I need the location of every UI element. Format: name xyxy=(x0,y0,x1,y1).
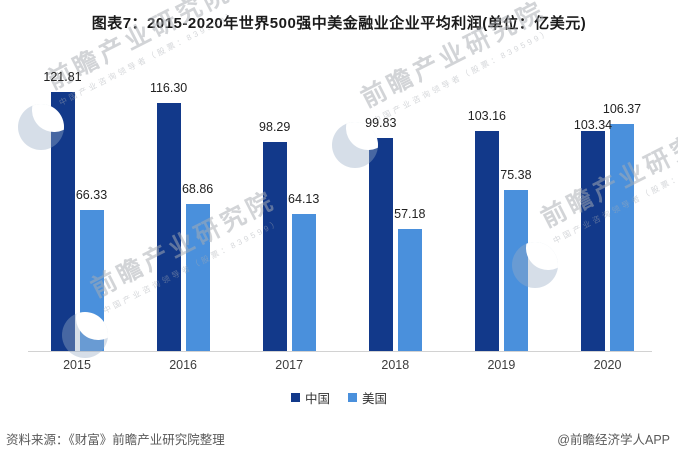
chart-title: 图表7：2015-2020年世界500强中美金融业企业平均利润(单位：亿美元) xyxy=(91,15,587,32)
value-label-中国-2015: 121.81 xyxy=(43,70,82,84)
legend-item-美国: 美国 xyxy=(348,388,387,407)
bar-美国-2019 xyxy=(503,190,528,351)
x-tick-label-2018: 2018 xyxy=(381,358,410,372)
x-axis-line xyxy=(28,351,652,352)
bar-美国-2020 xyxy=(610,124,634,351)
value-label-美国-2015: 66.33 xyxy=(75,188,108,202)
value-label-美国-2020: 106.37 xyxy=(602,102,642,116)
value-label-中国-2020: 103.34 xyxy=(573,118,613,132)
bar-中国-2017 xyxy=(262,142,287,351)
legend-swatch-中国 xyxy=(290,392,300,402)
bar-中国-2019 xyxy=(474,131,499,351)
x-tick-label-2019: 2019 xyxy=(487,358,516,372)
legend-label-美国: 美国 xyxy=(362,391,388,406)
bar-中国-2016 xyxy=(156,103,181,351)
bar-美国-2015 xyxy=(79,210,104,351)
value-label-中国-2017: 98.29 xyxy=(259,120,291,134)
bar-美国-2018 xyxy=(397,229,422,351)
value-label-美国-2016: 68.86 xyxy=(181,182,214,196)
legend: 中国 美国 xyxy=(0,388,678,407)
bar-中国-2015 xyxy=(50,92,75,351)
bar-美国-2016 xyxy=(185,204,210,351)
value-label-美国-2019: 75.38 xyxy=(500,168,532,182)
value-label-中国-2016: 116.30 xyxy=(149,81,188,95)
bar-中国-2020 xyxy=(581,131,605,351)
x-tick-label-2020: 2020 xyxy=(593,358,622,372)
credit-note: @前瞻经济学人APP xyxy=(557,433,670,447)
x-tick-label-2015: 2015 xyxy=(63,358,91,372)
value-label-美国-2017: 64.13 xyxy=(288,192,320,206)
legend-item-中国: 中国 xyxy=(290,388,330,407)
source-note: 资料来源：《财富》前瞻产业研究院整理 xyxy=(6,433,225,447)
bar-美国-2017 xyxy=(291,214,316,351)
value-label-中国-2018: 99.83 xyxy=(365,116,397,130)
value-label-中国-2019: 103.16 xyxy=(467,109,506,123)
legend-swatch-美国 xyxy=(348,392,357,402)
x-tick-label-2017: 2017 xyxy=(275,358,304,372)
x-tick-label-2016: 2016 xyxy=(169,358,197,372)
footer: 资料来源：《财富》前瞻产业研究院整理 @前瞻经济学人APP xyxy=(0,429,678,448)
value-label-美国-2018: 57.18 xyxy=(394,207,426,221)
bar-中国-2018 xyxy=(368,138,393,351)
legend-label-中国: 中国 xyxy=(304,391,330,406)
